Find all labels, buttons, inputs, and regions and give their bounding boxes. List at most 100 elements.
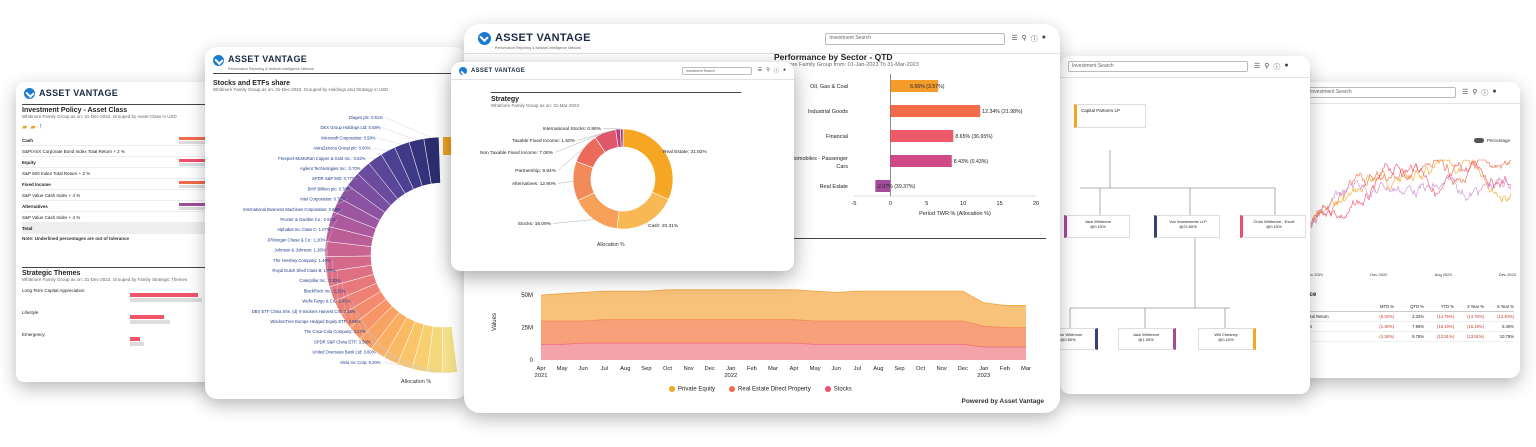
percentage-toggle[interactable]: Percentage [1473, 138, 1510, 143]
list-icon[interactable]: ☰ [1254, 62, 1261, 70]
x-tick-label: Mar [768, 366, 778, 372]
ownership-node[interactable]: Jack Whitmore @0.10% [1064, 215, 1130, 238]
donut-slice[interactable] [577, 192, 620, 229]
column-header[interactable]: QTD % [1410, 304, 1424, 309]
column-header[interactable]: 5 Year % [1497, 304, 1514, 309]
ownership-node[interactable]: Will Chesney @0.10% [1198, 328, 1256, 350]
theme-row[interactable]: Lifestyle [22, 310, 215, 332]
leader-line [352, 178, 358, 180]
donut-slice[interactable] [441, 326, 458, 374]
slice-label: Altria Inc Corp: 9.20% [340, 360, 381, 365]
leader-line [645, 222, 648, 226]
info-icon[interactable]: ⓘ [1273, 63, 1281, 71]
leader-line [377, 351, 435, 373]
x-tick-label: Nov [683, 366, 693, 372]
user-icon[interactable]: ● [1492, 87, 1497, 95]
sector-bar[interactable] [890, 80, 939, 92]
donut-slice[interactable] [622, 128, 674, 200]
user-icon[interactable]: ● [1041, 33, 1046, 41]
performance-card: Investment Search ☰ ⚲ ⓘ ● Percentage Dec… [1298, 82, 1520, 378]
node-label: Jack Whitmore [1084, 219, 1112, 224]
policy-row[interactable]: Alternatives [22, 201, 221, 212]
sector-bar[interactable] [875, 180, 891, 192]
sector-bar[interactable] [890, 105, 981, 117]
leader-line [576, 129, 619, 141]
location-icon[interactable]: ⚲ [1021, 34, 1027, 42]
axis-label: Allocation % [401, 379, 432, 385]
x-tick: Dec 2023 [1498, 272, 1516, 277]
slice-label: SPDR S&P China ETF: 3.56% [314, 339, 371, 344]
theme-row[interactable]: Long Term Capital Appreciation [22, 288, 215, 310]
search-input[interactable]: Investment Search [681, 66, 752, 75]
policy-row[interactable]: Cash [22, 135, 221, 146]
toggle-switch[interactable] [1473, 138, 1484, 143]
folder-icon[interactable]: ▰ [22, 124, 28, 131]
column-header[interactable]: YTD % [1440, 304, 1454, 309]
table-row[interactable]: arn (1.30%) 7.96% (16.19%) (16.19%) 5.40% [1306, 322, 1514, 332]
x-tick: Dec 2022 [1370, 272, 1388, 277]
table-cell: (14.75%) [1437, 314, 1454, 319]
legend-item[interactable]: Real Estate Direct Property [729, 386, 811, 393]
table-row[interactable]: (4.36%) 9.76% (13.91%) (13.91%) 10.76% [1306, 332, 1514, 342]
sector-bar[interactable] [890, 155, 952, 167]
leader-line [362, 321, 391, 361]
investment-policy-card: ASSET VANTAGE Investment Policy - Asset … [16, 82, 221, 382]
legend-item[interactable]: Stocks [824, 386, 852, 393]
x-tick-label: Apr [790, 366, 799, 372]
location-icon[interactable]: ⚲ [1472, 88, 1478, 96]
table-header: MTD % QTD % YTD % 3 Year % 5 Year % [1306, 304, 1514, 312]
sector-bar[interactable] [890, 130, 954, 142]
brand-logo[interactable]: ASSET VANTAGE Performance Reporting & Ne… [478, 28, 591, 50]
stocks-donut-chart: Diageo plc: 0.51% DEX Group Holdings Ltd:… [243, 115, 467, 374]
list-icon[interactable]: ☰ [1011, 34, 1018, 42]
policy-row[interactable]: Equity [22, 157, 221, 168]
node-label: Chris Whitmore - Excel [1253, 219, 1295, 224]
column-header[interactable]: 3 Year % [1467, 304, 1484, 309]
policy-row[interactable]: Fixed Income [22, 179, 221, 190]
x-tick-label: Apr [536, 366, 545, 372]
brand-logo[interactable]: ASSET VANTAGE [459, 66, 525, 75]
search-input[interactable]: Investment Search [1306, 87, 1456, 98]
leader-line [602, 128, 622, 130]
x-axis-label: Period TWR % (Allocation %) [919, 211, 991, 217]
policy-row[interactable]: S&P Value Cash Index + 4 % [22, 190, 215, 201]
list-icon[interactable]: ☰ [757, 67, 763, 73]
policy-row[interactable]: S&P/ASX Corporate Bond Index Total Retur… [22, 146, 215, 157]
ownership-node[interactable]: Vox Investments LLP @22.60% [1154, 215, 1220, 238]
ownership-node[interactable]: Jack Whitmore @1.00% [1118, 328, 1176, 350]
ownership-node-top[interactable]: Capital Partners LP [1074, 104, 1146, 128]
search-input[interactable]: Investment Search [825, 32, 1006, 45]
slice-label: The Hershey Company: 1.46% [273, 258, 331, 263]
info-icon[interactable]: ⓘ [1030, 35, 1038, 43]
panel-subtitle: Whitmore Family Group as on: 31-Mar-2023 [491, 103, 580, 108]
legend-item[interactable]: Private Equity [669, 386, 715, 393]
table-row[interactable]: Total Return (0.33%) 3.32% (14.75%) (14.76%)… [1306, 312, 1514, 322]
ownership-node[interactable]: Jason Whitmore@0.50% [1060, 328, 1098, 350]
theme-row[interactable]: Emergency [22, 332, 215, 354]
column-header[interactable]: MTD % [1380, 304, 1394, 309]
themes-title: Strategic Themes [22, 270, 81, 277]
list-icon[interactable]: ☰ [1462, 88, 1469, 96]
pin-icon[interactable]: ↑ [38, 123, 43, 130]
group-icon[interactable]: ▰ [30, 124, 36, 131]
location-icon[interactable]: ⚲ [766, 67, 770, 73]
search-input[interactable]: Investment Search [1068, 61, 1248, 72]
location-icon[interactable]: ⚲ [1264, 62, 1270, 70]
x-tick-label: Nov [936, 366, 946, 372]
category-label: Cars [836, 164, 848, 170]
area-series[interactable] [541, 343, 1026, 360]
info-icon[interactable]: ⓘ [773, 68, 779, 74]
info-icon[interactable]: ⓘ [1481, 89, 1489, 97]
user-icon[interactable]: ● [1284, 61, 1289, 69]
bar-data-label: 12.34% (21.98%) [982, 109, 1022, 115]
brand-logo[interactable]: ASSET VANTAGE [24, 87, 118, 99]
brand-logo[interactable]: ASSET VANTAGE Performance Reporting & Ne… [213, 49, 314, 71]
ownership-node[interactable]: Chris Whitmore - Excel @0.10% [1240, 215, 1306, 238]
policy-row[interactable]: Total [22, 223, 215, 234]
user-icon[interactable]: ● [782, 67, 786, 73]
policy-row[interactable]: S&P Value Cash Index + 4 % [22, 212, 215, 223]
leader-line [554, 132, 606, 153]
x-tick-label: Jul [854, 366, 861, 372]
leader-line [557, 147, 584, 171]
policy-row[interactable]: S&P 500 Index Total Return + 2 % [22, 168, 215, 179]
